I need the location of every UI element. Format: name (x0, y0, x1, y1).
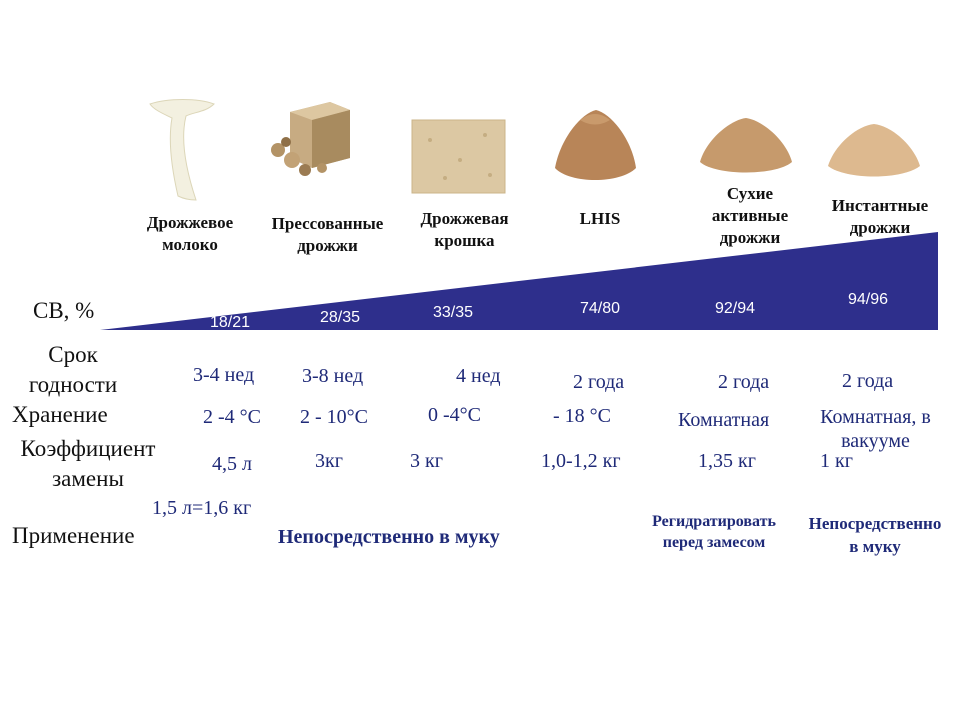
application-direct-2: Непосредственно в муку (808, 514, 942, 556)
cv-value-instant: 94/96 (848, 291, 889, 308)
row-label-application: Применение (12, 523, 135, 548)
lhis-pile-icon (555, 110, 636, 180)
coefficient-pressed-yeast: 3кг (315, 450, 343, 472)
storage-yeast-milk: 2 -4 °С (203, 406, 261, 428)
dry-active-yeast-pile-icon (700, 118, 792, 173)
product-name-pressed-yeast: Прессованные дрожжи (271, 214, 384, 255)
product-name-yeast-milk: Дрожжевое молоко (146, 213, 234, 254)
dry-matter-wedge (100, 232, 938, 330)
shelf-life-pressed-yeast: 3-8 нед (302, 365, 364, 387)
row-label-dry-matter: СВ, % (33, 298, 95, 323)
shelf-life-dry-active: 2 года (718, 371, 770, 393)
product-name-instant-yeast: Инстантные дрожжи (831, 196, 929, 237)
storage-lhis: - 18 °С (553, 405, 611, 427)
coefficient-yeast-crumb: 3 кг (410, 450, 443, 472)
storage-instant: Комнатная, в вакууме (820, 406, 931, 452)
coefficient-lhis: 1,0-1,2 кг (541, 450, 621, 472)
product-name-dry-active-yeast: Сухие активные дрожжи (711, 184, 789, 247)
cv-value-yeast-crumb: 33/35 (433, 304, 474, 321)
cv-value-lhis: 74/80 (580, 300, 621, 317)
application-rehydrate: Регидратировать перед замесом (652, 513, 776, 551)
shelf-life-yeast-crumb: 4 нед (456, 365, 501, 387)
product-name-lhis: LHIS (579, 209, 621, 228)
cv-value-yeast-milk: 18/21 (210, 314, 251, 331)
product-name-yeast-crumb: Дрожжевая крошка (420, 209, 509, 250)
instant-yeast-pile-icon (828, 124, 920, 177)
coefficient-dry-active: 1,35 кг (698, 450, 756, 472)
pressed-yeast-icon (271, 102, 350, 176)
row-label-shelf-life: Срок годности (28, 342, 118, 397)
storage-pressed-yeast: 2 - 10°С (300, 406, 368, 428)
coefficient-yeast-milk: 4,5 л (212, 453, 252, 475)
yeast-milk-icon (149, 99, 215, 201)
yeast-crumb-icon (411, 119, 506, 194)
shelf-life-lhis: 2 года (573, 371, 625, 393)
shelf-life-instant: 2 года (842, 370, 894, 392)
row-label-coefficient: Коэффициент замены (20, 436, 156, 491)
application-direct-1: Непосредственно в муку (278, 526, 500, 548)
cv-value-pressed-yeast: 28/35 (320, 309, 361, 326)
storage-dry-active: Комнатная (678, 409, 770, 431)
storage-yeast-crumb: 0 -4°С (428, 404, 481, 426)
row-label-storage: Хранение (12, 402, 108, 427)
cv-value-dry-active: 92/94 (715, 300, 756, 317)
coefficient-instant: 1 кг (820, 450, 853, 472)
coefficient-yeast-milk-extra: 1,5 л=1,6 кг (152, 497, 252, 519)
shelf-life-yeast-milk: 3-4 нед (193, 364, 255, 386)
